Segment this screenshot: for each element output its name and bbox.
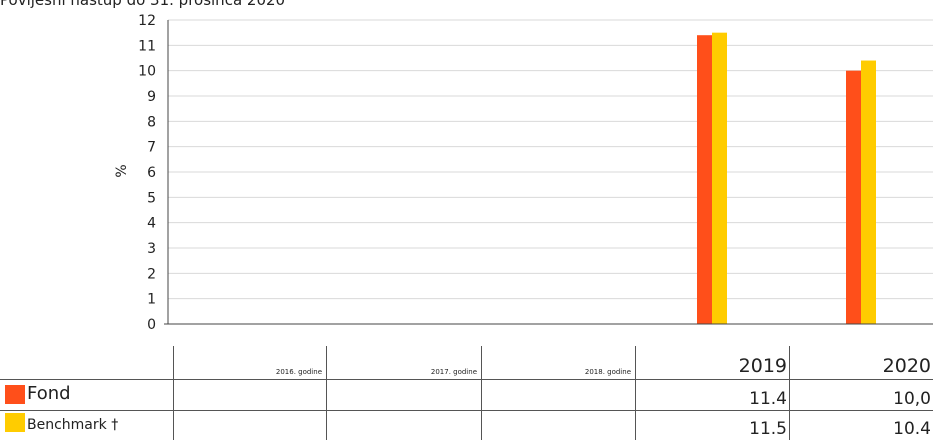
table-header-label: 2020	[882, 355, 931, 377]
table-cell	[173, 380, 326, 410]
y-tick-label: 7	[147, 140, 156, 156]
table-divider	[0, 379, 933, 380]
table-cell	[481, 380, 635, 410]
table-header-cell: 2016. godine	[173, 346, 326, 379]
y-tick-label: 10	[138, 64, 156, 80]
y-tick-label: 8	[147, 114, 156, 130]
table-cell	[326, 380, 481, 410]
table-cell	[326, 411, 481, 440]
table-value: 10,0	[893, 389, 931, 409]
table-header-cell: 2019	[635, 346, 789, 379]
y-tick-label: 9	[147, 89, 156, 105]
y-tick-label: 11	[138, 38, 156, 54]
table-header-cell: 2020	[789, 346, 933, 379]
table-header-cell: 2018. godine	[481, 346, 635, 379]
series-label: Fond	[27, 383, 71, 404]
table-value: 11.5	[749, 419, 787, 439]
y-tick-label: 3	[147, 241, 156, 257]
legend-swatch	[5, 413, 25, 432]
y-tick-label: 6	[147, 165, 156, 181]
table-cell: 10,0	[789, 380, 933, 410]
table-header-label: 2018. godine	[584, 368, 631, 376]
chart-title: Povijesni nastup do 31. prosinca 2020	[0, 0, 286, 9]
table-cell	[481, 411, 635, 440]
table-value: 10.4	[893, 419, 931, 439]
bar-benchmark-2020	[861, 60, 876, 325]
table-header-label: 2019	[738, 355, 787, 377]
bar-fond-2019	[697, 35, 712, 324]
table-divider	[0, 410, 933, 411]
y-tick-label: 5	[147, 190, 156, 206]
y-tick-label: 1	[147, 292, 156, 308]
bar-fond-2020	[846, 70, 861, 325]
table-header-label: 2017. godine	[430, 368, 477, 376]
performance-table: 2016. godine 2017. godine 2018. godine 2019…	[0, 346, 933, 440]
bar-benchmark-2019	[712, 32, 727, 325]
y-tick-label: 4	[147, 216, 156, 232]
table-cell: 11.4	[635, 380, 789, 410]
table-value: 11.4	[749, 389, 787, 409]
table-header-cell: 2017. godine	[326, 346, 481, 379]
table-cell: 10.4	[789, 411, 933, 440]
y-tick-label: 12	[138, 13, 156, 29]
y-axis-label: %	[114, 164, 130, 177]
table-row-fond: Fond 11.4 10,0	[0, 380, 933, 410]
table-row-benchmark: Benchmark † 11.5 10.4	[0, 411, 933, 440]
y-tick-label: 0	[147, 317, 156, 333]
table-header-row: 2016. godine 2017. godine 2018. godine 2019…	[0, 346, 933, 379]
table-header-label: 2016. godine	[275, 368, 322, 376]
table-cell	[173, 411, 326, 440]
legend-swatch	[5, 385, 25, 404]
y-tick-label: 2	[147, 266, 156, 282]
series-label: Benchmark †	[27, 417, 119, 433]
table-cell: 11.5	[635, 411, 789, 440]
bars	[697, 32, 876, 325]
gridlines	[168, 19, 933, 325]
